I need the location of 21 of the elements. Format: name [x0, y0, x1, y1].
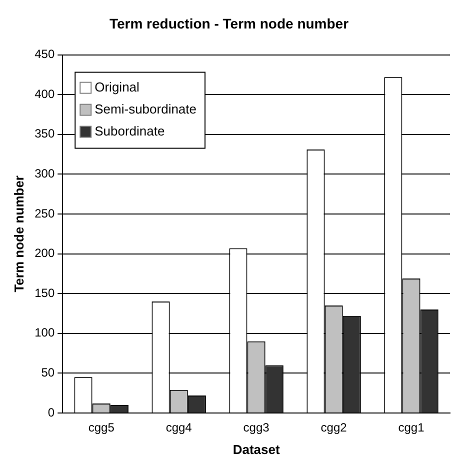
y-tick-label: 400: [34, 86, 55, 101]
y-axis-title: Term node number: [11, 176, 26, 292]
y-tick-label: 150: [34, 286, 55, 300]
x-tick-label: cgg2: [320, 420, 348, 435]
y-tick-label: 250: [34, 206, 55, 220]
legend-label: Original: [94, 79, 140, 94]
y-tick-label: 200: [34, 246, 55, 260]
x-tick-label: cgg1: [398, 420, 425, 435]
chart-title: Term reduction - Term node number: [109, 15, 350, 32]
y-tick-label: 300: [34, 166, 55, 181]
x-tick-label: cgg5: [88, 420, 115, 435]
y-tick-label: 0: [48, 405, 55, 420]
legend-label: Semi-subordinate: [94, 101, 197, 116]
x-axis-title: Dataset: [232, 442, 280, 457]
y-tick-label: 350: [34, 126, 55, 141]
y-tick-label: 50: [41, 366, 55, 380]
y-tick-label: 450: [34, 47, 55, 62]
y-tick-label: 100: [34, 326, 55, 340]
x-tick-label: cgg3: [243, 420, 270, 435]
x-tick-label: cgg4: [166, 420, 192, 435]
legend-label: Subordinate: [94, 123, 165, 138]
